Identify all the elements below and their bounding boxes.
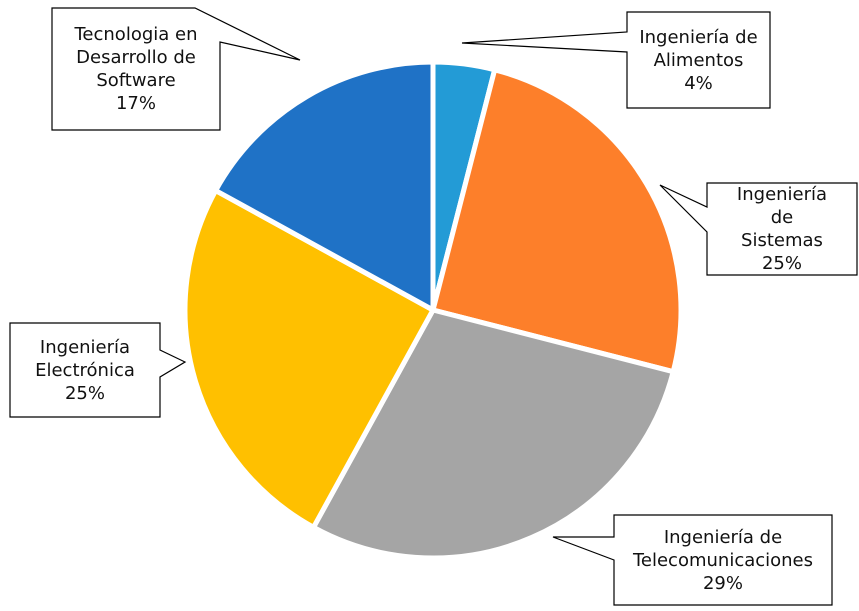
data-label: Ingeniería de Alimentos 4%: [627, 12, 770, 108]
category-label: Tecnologia en Desarrollo de Software: [74, 24, 198, 91]
category-label: Ingeniería de Sistemas: [736, 184, 828, 251]
pie-slice: [213, 59, 436, 313]
category-label: Ingeniería de Alimentos: [639, 26, 758, 71]
value-label: 17%: [115, 93, 156, 114]
value-label: 29%: [702, 572, 743, 594]
data-label: Ingeniería de Sistemas 25%: [707, 183, 857, 275]
value-label: 4%: [684, 72, 713, 94]
callout-box: [552, 514, 833, 606]
pie-slice: [311, 307, 676, 561]
data-label: Ingeniería Electrónica 25%: [10, 323, 160, 417]
value-label: 25%: [64, 382, 105, 404]
value-label: 25%: [761, 253, 802, 274]
category-label: Ingeniería de Telecomunicaciones: [632, 526, 814, 571]
data-label: Ingeniería de Telecomunicaciones 29%: [614, 515, 832, 605]
callout-box: [461, 11, 771, 109]
callout-box: [51, 7, 301, 131]
callout-box: [659, 182, 858, 276]
pie-slice: [182, 188, 436, 530]
callout-box: [9, 322, 187, 418]
pie-slice: [430, 67, 684, 375]
category-label: Ingeniería Electrónica: [35, 336, 135, 381]
data-label: Tecnologia en Desarrollo de Software 17%: [52, 8, 220, 130]
